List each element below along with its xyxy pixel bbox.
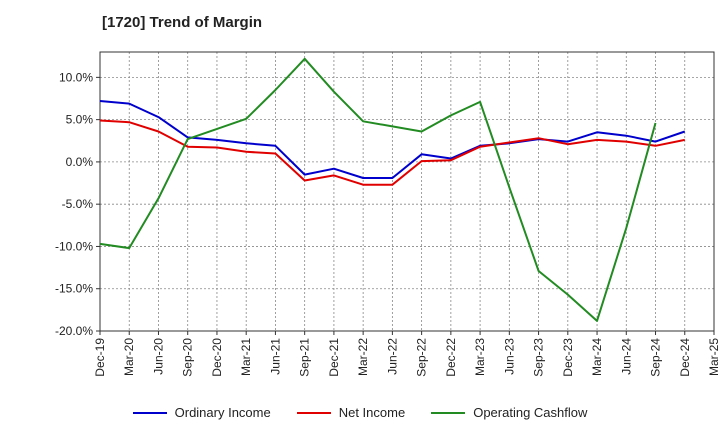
y-tick-label: 10.0% — [59, 70, 93, 84]
legend-swatch-ordinary-income — [132, 411, 167, 414]
y-tick-label: -20.0% — [55, 324, 93, 338]
x-tick-label: Sep-20 — [181, 338, 195, 377]
x-tick-label: Sep-22 — [415, 338, 429, 377]
x-tick-label: Dec-19 — [93, 338, 107, 377]
chart-title: [1720] Trend of Margin — [102, 14, 263, 31]
y-tick-label: -10.0% — [55, 239, 93, 253]
y-tick-label: 5.0% — [66, 113, 94, 127]
legend-item-operating-cashflow: Operating Cashflow — [431, 405, 587, 420]
legend-swatch-net-income — [296, 411, 331, 414]
series-line-operating-cashflow — [99, 57, 657, 322]
x-tick-label: Mar-21 — [239, 338, 253, 376]
x-tick-label: Sep-23 — [532, 338, 546, 377]
y-tick-label: -5.0% — [62, 197, 94, 211]
x-tick-label: Dec-22 — [444, 338, 458, 377]
x-tick-label: Jun-22 — [385, 338, 399, 375]
y-tick-label: -15.0% — [55, 282, 93, 296]
plot-frame — [99, 51, 715, 332]
x-tick-label: Dec-21 — [327, 338, 341, 377]
y-tick-label: 0.0% — [66, 155, 94, 169]
legend-item-ordinary-income: Ordinary Income — [132, 405, 271, 420]
x-tick-label: Mar-22 — [356, 338, 370, 376]
legend-label-operating-cashflow: Operating Cashflow — [473, 405, 588, 420]
x-tick-label: Jun-24 — [619, 338, 633, 375]
x-tick-label: Sep-24 — [649, 338, 663, 377]
x-tick-label: Sep-21 — [298, 338, 312, 377]
x-tick-label: Mar-20 — [122, 338, 136, 376]
x-tick-label: Jun-23 — [502, 338, 516, 375]
legend-swatch-operating-cashflow — [431, 411, 466, 414]
series-line-net-income — [99, 119, 685, 186]
x-tick-label: Jun-21 — [268, 338, 282, 375]
x-tick-label: Mar-23 — [473, 338, 487, 376]
legend-label-net-income: Net Income — [338, 405, 406, 420]
x-tick-label: Mar-24 — [590, 338, 604, 376]
x-tick-label: Mar-25 — [707, 338, 720, 376]
x-tick-label: Jun-20 — [151, 338, 165, 375]
x-tick-label: Dec-24 — [678, 338, 692, 377]
chart-plot-area: 10.0%5.0%0.0%-5.0%-10.0%-15.0%-20.0%Dec-… — [55, 51, 720, 377]
legend-label-ordinary-income: Ordinary Income — [174, 405, 271, 420]
plot-background — [100, 52, 714, 331]
x-tick-label: Dec-23 — [561, 338, 575, 377]
legend-item-net-income: Net Income — [296, 405, 406, 420]
x-tick-label: Dec-20 — [210, 338, 224, 377]
series-line-ordinary-income — [99, 100, 686, 179]
chart-legend: Ordinary Income Net Income Operating Cas… — [0, 405, 720, 420]
